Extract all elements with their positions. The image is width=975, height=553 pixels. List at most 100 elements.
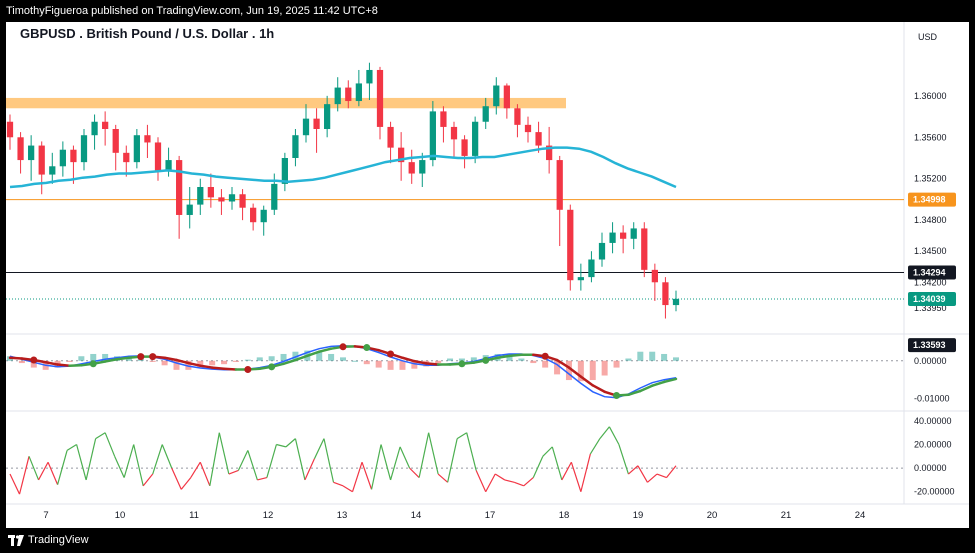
candle-body bbox=[630, 228, 637, 239]
candle-body bbox=[514, 108, 521, 125]
macd-histogram-bar bbox=[387, 360, 394, 370]
candle-body bbox=[366, 69, 373, 84]
macd-histogram-bar bbox=[66, 360, 73, 362]
oscillator-axis-tick-label: 20.00000 bbox=[914, 440, 952, 450]
macd-histogram-bar bbox=[673, 357, 679, 361]
candle-body bbox=[472, 121, 479, 156]
macd-signal-segment bbox=[317, 347, 333, 353]
candle-body bbox=[482, 106, 489, 122]
candle-body bbox=[493, 85, 500, 107]
candle-body bbox=[355, 83, 362, 102]
oscillator-segment bbox=[28, 456, 40, 481]
oscillator-segment bbox=[504, 479, 515, 483]
price-tag-label: 1.34998 bbox=[913, 195, 946, 205]
candle-body bbox=[292, 135, 299, 158]
candle-body bbox=[133, 135, 140, 163]
oscillator-segment bbox=[380, 444, 392, 481]
macd-histogram-bar bbox=[625, 358, 632, 361]
oscillator-segment bbox=[456, 432, 468, 440]
oscillator-segment bbox=[418, 432, 430, 478]
macd-signal-segment bbox=[567, 366, 583, 378]
macd-histogram-bar bbox=[209, 360, 216, 366]
macd-signal-segment bbox=[282, 358, 297, 366]
candle-body bbox=[556, 160, 563, 210]
macd-cross-marker bbox=[137, 353, 145, 361]
macd-histogram-bar bbox=[637, 351, 644, 361]
currency-label[interactable]: USD bbox=[918, 32, 938, 42]
oscillator-segment bbox=[399, 446, 411, 469]
time-axis-label: 12 bbox=[263, 510, 274, 521]
candle-body bbox=[17, 137, 24, 161]
price-axis-tick-label: 1.36000 bbox=[914, 91, 947, 101]
macd-signal-segment bbox=[210, 366, 226, 370]
time-axis-label: 14 bbox=[411, 510, 422, 521]
macd-histogram-bar bbox=[613, 360, 620, 368]
macd-histogram-bar bbox=[316, 351, 323, 361]
chart-svg[interactable]: 1.36000 1.35600 1.35200 1.34800 1.34500 1.342… bbox=[6, 22, 969, 528]
candle-body bbox=[6, 121, 14, 138]
macd-signal-segment bbox=[175, 358, 190, 365]
oscillator-segment bbox=[333, 481, 344, 487]
candle-body bbox=[419, 160, 426, 174]
macd-signal-segment bbox=[579, 375, 594, 387]
candle-body bbox=[429, 111, 436, 161]
oscillator-segment bbox=[466, 432, 477, 471]
macd-signal-segment bbox=[187, 361, 202, 367]
time-axis-label: 24 bbox=[855, 510, 866, 521]
candle-body bbox=[398, 147, 405, 163]
macd-signal-segment bbox=[294, 354, 309, 362]
macd-signal-segment bbox=[44, 361, 59, 366]
oscillator-segment bbox=[389, 446, 401, 481]
oscillator-segment bbox=[580, 453, 591, 492]
oscillator-segment bbox=[190, 461, 201, 478]
macd-histogram-bar bbox=[340, 357, 346, 361]
price-axis-tick-label: 1.35200 bbox=[914, 174, 947, 184]
macd-signal-segment bbox=[163, 356, 178, 362]
oscillator-axis-tick-label: -20.00000 bbox=[914, 487, 955, 497]
oscillator-segment bbox=[199, 461, 211, 487]
macd-signal-segment bbox=[627, 389, 642, 397]
macd-signal-segment bbox=[496, 354, 511, 360]
macd-signal-segment bbox=[639, 384, 654, 393]
macd-histogram-bar bbox=[78, 356, 85, 361]
macd-cross-marker bbox=[339, 343, 347, 351]
candle-body bbox=[503, 85, 510, 109]
candle-body bbox=[461, 139, 468, 156]
candle-body bbox=[302, 118, 310, 136]
oscillator-segment bbox=[171, 467, 182, 490]
oscillator-segment bbox=[38, 461, 49, 481]
oscillator-segment bbox=[608, 426, 620, 445]
oscillator-segment bbox=[447, 438, 458, 483]
macd-cross-marker bbox=[268, 363, 276, 371]
oscillator-segment bbox=[428, 432, 439, 475]
price-axis-tick-label: 1.34200 bbox=[914, 277, 947, 287]
price-tag bbox=[908, 291, 956, 306]
macd-cross-marker bbox=[482, 356, 490, 364]
candle-body bbox=[440, 111, 447, 127]
price-axis-tick-label: 1.33950 bbox=[914, 303, 947, 313]
candle-body bbox=[38, 145, 45, 175]
candle-body bbox=[102, 121, 109, 129]
candle-body bbox=[387, 126, 394, 148]
candle-body bbox=[588, 259, 595, 278]
candle-body bbox=[271, 183, 278, 210]
chart-area[interactable]: 1.36000 1.35600 1.35200 1.34800 1.34500 1.342… bbox=[6, 22, 969, 528]
candle-body bbox=[207, 187, 214, 198]
published-banner: TimothyFigueroa published on TradingView… bbox=[0, 0, 975, 22]
time-axis-label: 18 bbox=[559, 510, 570, 521]
oscillator-segment bbox=[589, 438, 601, 455]
oscillator-segment bbox=[218, 432, 230, 475]
macd-histogram-bar bbox=[661, 353, 668, 361]
candle-body bbox=[123, 152, 130, 163]
axes-layer: 1.36000 1.35600 1.35200 1.34800 1.34500 1.342… bbox=[43, 91, 954, 521]
macd-histogram-bar bbox=[589, 360, 596, 381]
candle-body bbox=[672, 298, 680, 306]
macd-signal-segment bbox=[591, 384, 606, 394]
candle-body bbox=[176, 160, 183, 215]
candle-body bbox=[197, 187, 204, 205]
macd-histogram-bar bbox=[90, 353, 97, 361]
oscillator-segment bbox=[437, 473, 449, 483]
macd-axis-tick-label: 0.00000 bbox=[914, 356, 947, 366]
oscillator-segment bbox=[561, 461, 572, 481]
resistance-zone-layer bbox=[6, 97, 566, 109]
